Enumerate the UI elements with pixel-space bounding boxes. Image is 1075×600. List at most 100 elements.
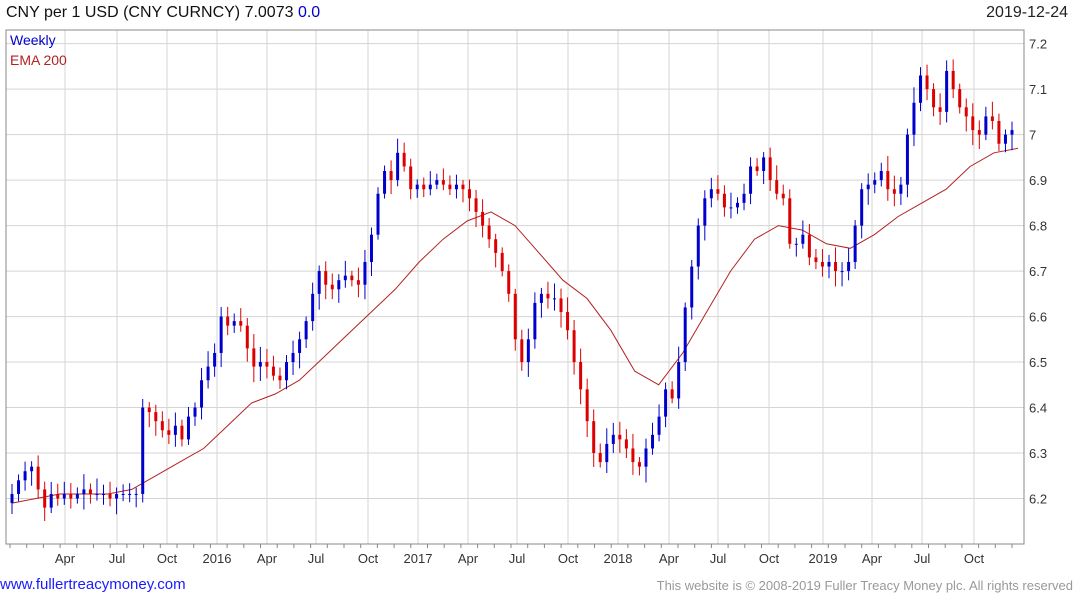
x-tick-label: Apr [862,551,883,566]
candle-body [690,266,694,308]
candle-body [343,275,347,281]
candle-body [265,362,269,367]
candle-body [252,348,256,367]
candle-body [566,312,570,331]
candle-body [200,380,204,408]
candle-body [213,352,217,367]
candle-body [749,166,753,194]
candle-body [964,107,968,117]
candle-body [363,261,367,285]
grid [6,30,1024,544]
candle-body [160,421,164,431]
x-tick-label: 2016 [203,551,232,566]
y-tick-label: 7.2 [1029,37,1047,52]
x-tick-label: Oct [964,551,985,566]
candle-body [141,407,145,494]
y-tick-label: 7 [1029,128,1036,143]
candle-body [696,225,700,267]
y-tick-label: 6.9 [1029,173,1047,188]
candle-body [579,362,583,390]
candle-body [285,362,289,381]
candle-body [330,284,334,290]
candle-body [912,102,916,135]
candle-body [376,193,380,235]
y-tick-label: 6.3 [1029,446,1047,461]
candle-body [49,493,53,508]
candle-body [226,316,230,326]
candle-body [173,425,177,435]
candle-body [585,389,589,422]
candle-body [88,489,92,494]
candle-body [507,271,511,294]
candle-body [945,70,949,112]
candle-body [618,434,622,440]
y-tick-label: 6.5 [1029,355,1047,370]
y-tick-label: 6.7 [1029,264,1047,279]
plot-frame [5,29,1025,545]
candle-body [716,189,720,194]
candle-body [193,407,197,417]
candle-body [925,75,929,90]
x-tick-label: Apr [257,551,278,566]
x-tick-label: Jul [710,551,727,566]
title-text: CNY per 1 USD (CNY CURNCY) 7.0073 [6,4,294,21]
candle-body [356,280,360,285]
candle-body [147,407,151,413]
candle-body [232,321,236,326]
candle-body [677,362,681,399]
candle-body [990,116,994,121]
candle-body [415,184,419,190]
candle-body [10,493,14,504]
candle-body [520,339,524,363]
candle-body [487,225,491,240]
candle-body [886,171,890,190]
candle-body [409,166,413,190]
candle-body [75,493,79,499]
copyright-notice: This website is © 2008-2019 Fuller Treac… [656,578,1073,593]
candle-body [709,189,713,199]
candle-body [271,366,275,376]
x-tick-label: Apr [458,551,479,566]
candle-body [788,198,792,244]
candle-body [559,298,563,313]
candle-body [637,462,641,467]
candle-body [43,489,47,508]
candle-body [866,184,870,190]
candle-body [128,493,132,495]
candle-body [317,271,321,294]
candle-body [219,316,223,353]
candle-body [997,120,1001,144]
candle-body [206,366,210,381]
candle-body [847,261,851,272]
candle-body [369,234,373,262]
candle-body [729,207,733,209]
candle-body [36,466,40,490]
candle-body [180,425,184,440]
candle-body [441,180,445,185]
y-tick-label: 6.4 [1029,401,1047,416]
candle-body [873,180,877,185]
candle-body [428,184,432,190]
candle-body [807,234,811,258]
candle-body [834,261,838,272]
candle-body [500,252,504,272]
candle-body [513,293,517,340]
candle-body [899,184,903,194]
candle-body [526,339,530,363]
x-tick-label: Oct [558,551,579,566]
x-tick-label: Oct [157,551,178,566]
x-tick-label: Jul [109,551,126,566]
x-tick-label: 2019 [809,551,838,566]
candle-body [971,116,975,131]
candle-body [918,75,922,103]
candle-body [879,171,883,181]
website-link[interactable]: www.fullertreacymoney.com [0,576,186,593]
candle-body [801,234,805,244]
candle-body [154,412,158,422]
as-of-date: 2019-12-24 [986,4,1068,21]
x-tick-label: Apr [55,551,76,566]
candle-body [239,321,243,326]
candle-body [69,493,73,499]
candle-body [350,275,354,281]
candle-body [121,493,125,495]
